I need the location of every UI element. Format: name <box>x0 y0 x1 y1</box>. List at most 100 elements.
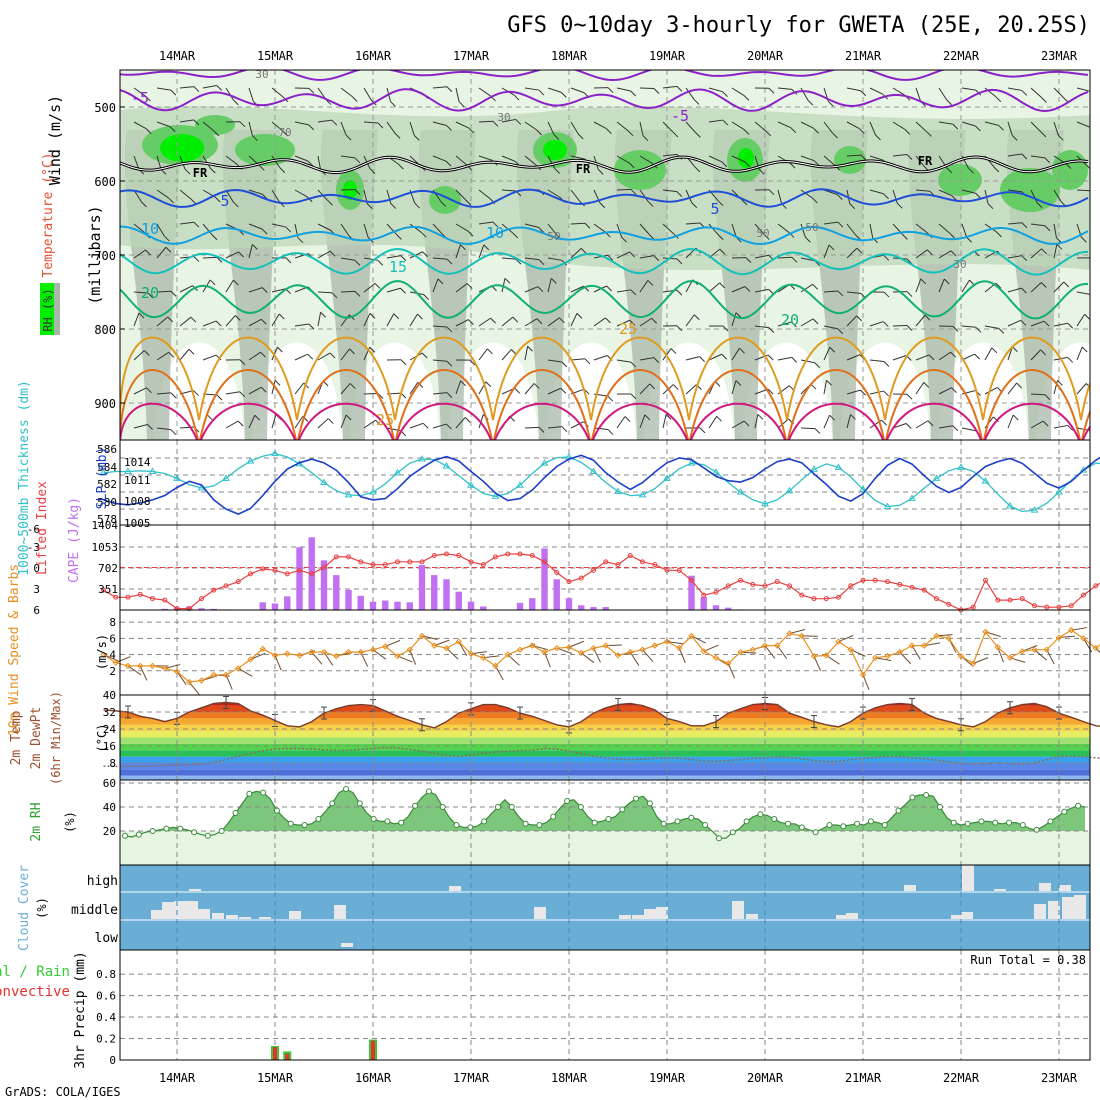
cape-bar <box>369 601 377 610</box>
wind-barb-flag <box>446 86 453 93</box>
wind-barb <box>340 257 355 261</box>
wind-barb <box>455 283 468 293</box>
wind-barb-flag <box>440 201 447 207</box>
wind-barb <box>478 155 493 161</box>
wind-barb-flag <box>239 121 246 128</box>
wind-barb-flag <box>550 278 557 284</box>
rh-marker <box>826 822 833 828</box>
wind-barb-flag <box>445 160 452 167</box>
wind-barb-flag <box>446 423 452 430</box>
wind-barb-flag <box>649 383 656 390</box>
wind-barb-flag <box>307 160 314 167</box>
wind-barb <box>823 244 830 259</box>
wind-barb <box>869 121 876 136</box>
rh-marker <box>633 795 640 802</box>
rh-marker <box>177 825 184 832</box>
wind10-marker <box>308 648 315 656</box>
wind-barb-flag <box>860 389 866 396</box>
wind-barb-flag <box>170 89 177 96</box>
wind-barb-flag <box>860 90 867 97</box>
wind-barb <box>961 279 970 293</box>
rh-marker <box>508 804 515 810</box>
li-marker <box>1044 604 1050 610</box>
li-marker <box>799 592 805 598</box>
date-label-top: 23MAR <box>1041 49 1078 63</box>
temp-tick-label: 16 <box>103 740 116 753</box>
wind-barb <box>547 317 560 327</box>
wind10-marker <box>810 652 818 660</box>
wind10-barb <box>580 652 595 664</box>
wind-barb-flag <box>1089 127 1090 129</box>
wind-barb-flag <box>584 358 591 365</box>
wind-barb <box>202 121 215 132</box>
wind-barb <box>685 189 693 203</box>
wind10-barb <box>446 647 459 660</box>
wind-barb-flag <box>168 351 175 358</box>
wind-barb-flag <box>927 420 934 427</box>
wind-barb-flag <box>538 89 545 96</box>
wind-barb <box>1076 383 1087 395</box>
cloud-middle-bar <box>619 915 631 919</box>
wind-barb <box>1030 87 1042 98</box>
cape-bar <box>382 600 389 610</box>
wind10-barb <box>238 667 253 677</box>
wind-barb <box>225 279 234 293</box>
wind-barb-flag <box>924 314 931 321</box>
cape-bar <box>700 596 707 610</box>
temp-tick-label: 32 <box>103 706 116 719</box>
thickness-marker <box>320 478 328 485</box>
wind-barb <box>570 421 584 429</box>
li-tick-label: -6 <box>27 523 40 536</box>
freezing-level-label: FR <box>576 162 591 176</box>
wind-barb-flag <box>670 348 677 354</box>
wind-barb <box>915 420 929 429</box>
wind-barb <box>340 155 355 159</box>
wind-barb-flag <box>349 348 355 355</box>
wind10-marker <box>357 648 364 656</box>
wind-barb <box>777 87 792 90</box>
rh-marker <box>356 800 363 807</box>
li-marker <box>591 567 596 573</box>
rh-marker <box>260 789 267 796</box>
wind-barb-flag <box>369 312 376 319</box>
wind-barb <box>501 257 516 260</box>
wind-barb <box>846 154 862 157</box>
wind-barb-flag <box>466 283 473 289</box>
wind-barb-flag <box>377 122 384 129</box>
temp-contour-label: -5 <box>671 107 689 125</box>
wind-barb-flag <box>145 95 151 102</box>
wind-barb-flag <box>722 119 729 126</box>
wind-barb-flag <box>644 414 651 421</box>
wind-barb-flag <box>554 167 560 174</box>
wind-barb-flag <box>943 278 950 285</box>
wind10-tick-label: 6 <box>109 632 116 645</box>
wind-barb <box>869 87 883 95</box>
temp-contour-15 <box>120 248 1089 276</box>
cloud-middle-bar <box>534 907 546 919</box>
wind-barb <box>708 223 719 235</box>
wind-barb-flag <box>1012 414 1019 421</box>
cloud-middle-bar <box>732 901 744 919</box>
wind-barb-flag <box>423 294 430 300</box>
cloud-middle-bar <box>226 915 238 919</box>
wind-barb-flag <box>193 86 200 92</box>
thickness-marker <box>491 492 500 499</box>
wind-barb-flag <box>168 197 174 204</box>
rh-marker <box>163 825 170 832</box>
rh-legend-swatch <box>40 283 54 335</box>
li-marker <box>493 554 498 560</box>
rh-marker <box>840 823 847 830</box>
wind-barb <box>248 287 263 293</box>
li-marker <box>738 577 743 583</box>
temp-units-label: (°C) <box>95 724 109 753</box>
wind10-axis-label: 10m Wind Speed & Barbs <box>7 564 22 736</box>
precip-tick-label: 0.2 <box>96 1033 116 1046</box>
wind-barb <box>386 287 401 293</box>
wind-barb-flag <box>329 352 336 359</box>
wind-barb <box>823 221 838 225</box>
wind10-tick-label: 4 <box>109 649 116 662</box>
wind10-barb <box>911 645 921 660</box>
thickness-marker <box>834 463 843 470</box>
wind-barb <box>823 380 827 395</box>
cape-bar <box>345 589 352 610</box>
